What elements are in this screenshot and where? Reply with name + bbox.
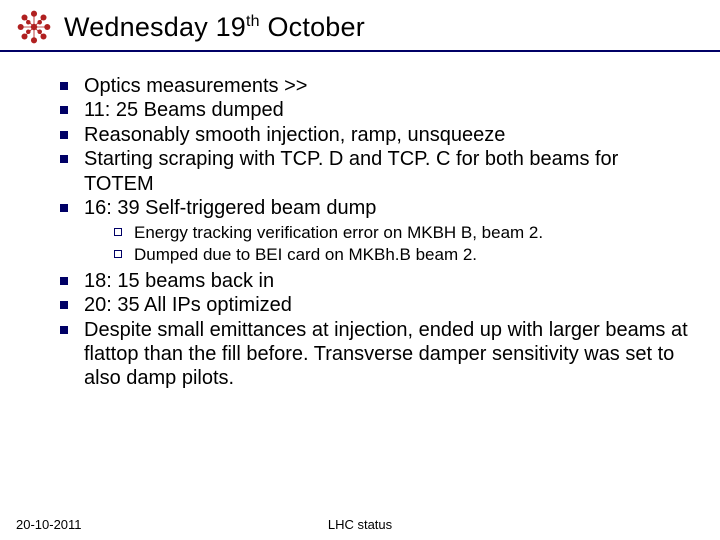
bullet-text: 16: 39 Self-triggered beam dump [84, 197, 376, 219]
sub-bullet-text: Energy tracking verification error on MK… [134, 223, 543, 242]
bullet-text: 18: 15 beams back in [84, 270, 274, 292]
list-item: Starting scraping with TCP. D and TCP. C… [56, 147, 690, 196]
bullet-text: Reasonably smooth injection, ramp, unsqu… [84, 124, 505, 146]
list-item: Energy tracking verification error on MK… [112, 222, 690, 243]
bullet-list: Optics measurements >> 11: 25 Beams dump… [56, 74, 690, 391]
list-item: Optics measurements >> [56, 74, 690, 98]
bullet-text: Optics measurements >> [84, 75, 307, 97]
slide-header: Wednesday 19th October [0, 0, 720, 52]
list-item: 20: 35 All IPs optimized [56, 293, 690, 317]
sub-bullet-list: Energy tracking verification error on MK… [84, 220, 690, 269]
logo-icon [14, 8, 54, 46]
bullet-text: Despite small emittances at injection, e… [84, 319, 688, 390]
footer-date: 20-10-2011 [0, 517, 82, 532]
list-item: Dumped due to BEI card on MKBh.B beam 2. [112, 244, 690, 265]
slide-title: Wednesday 19th October [64, 12, 365, 43]
list-item: 18: 15 beams back in [56, 269, 690, 293]
list-item: 11: 25 Beams dumped [56, 98, 690, 122]
bullet-text: 20: 35 All IPs optimized [84, 294, 292, 316]
list-item: Reasonably smooth injection, ramp, unsqu… [56, 123, 690, 147]
list-item: Despite small emittances at injection, e… [56, 318, 690, 391]
bullet-text: Starting scraping with TCP. D and TCP. C… [84, 148, 618, 194]
slide-footer: 20-10-2011 LHC status [0, 517, 720, 532]
list-item: 16: 39 Self-triggered beam dump Energy t… [56, 196, 690, 269]
slide-body: Optics measurements >> 11: 25 Beams dump… [0, 52, 720, 391]
sub-bullet-text: Dumped due to BEI card on MKBh.B beam 2. [134, 245, 477, 264]
footer-status: LHC status [328, 517, 392, 532]
bullet-text: 11: 25 Beams dumped [84, 99, 284, 121]
